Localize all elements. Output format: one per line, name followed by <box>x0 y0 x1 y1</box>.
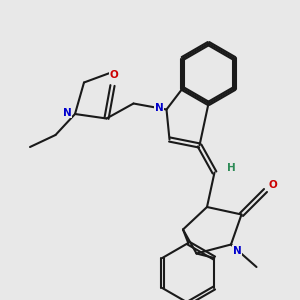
Text: H: H <box>226 163 236 173</box>
Text: N: N <box>232 245 242 256</box>
Text: N: N <box>63 107 72 118</box>
Text: O: O <box>268 179 278 190</box>
Text: O: O <box>110 70 118 80</box>
Text: N: N <box>154 103 164 113</box>
